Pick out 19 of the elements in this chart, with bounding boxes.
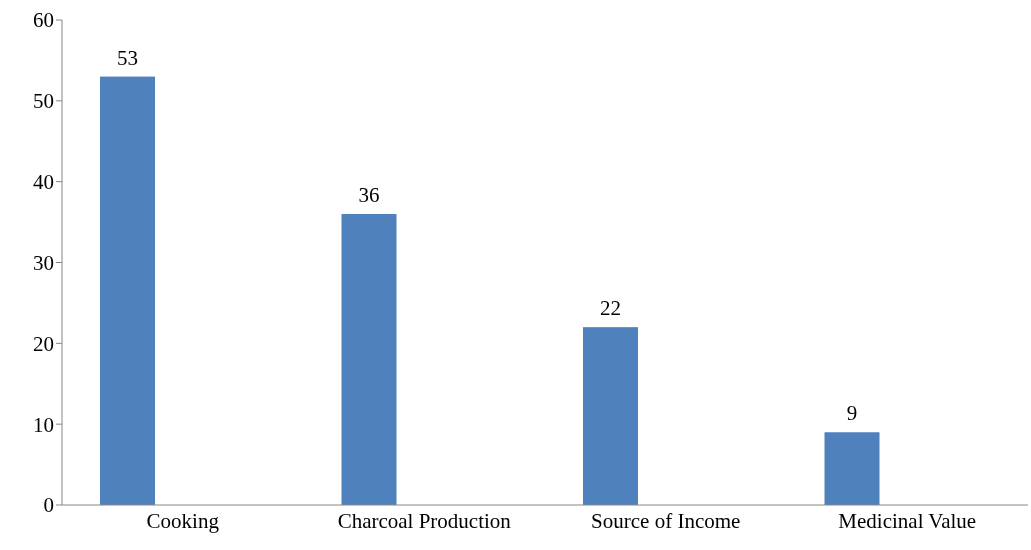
data-label: 36 (358, 183, 380, 207)
y-tick-label: 60 (33, 8, 54, 33)
data-label: 9 (846, 401, 858, 426)
y-tick-label: 10 (33, 412, 54, 437)
y-tick-label: 20 (33, 331, 54, 356)
bar (824, 432, 880, 505)
x-tick-label: Medicinal Value (838, 508, 977, 533)
y-tick-label: 50 (33, 89, 54, 114)
data-label: 22 (600, 296, 621, 321)
x-tick-label: Cooking (146, 508, 220, 533)
bar (341, 214, 397, 505)
y-tick-label: 0 (43, 493, 54, 518)
x-tick-label: Source of Income (591, 508, 741, 533)
data-label: 53 (117, 45, 138, 70)
y-tick-label: 40 (33, 170, 54, 195)
bar (100, 76, 155, 505)
y-tick-label: 30 (33, 250, 54, 275)
x-tick-label: Charcoal Production (337, 508, 512, 533)
bar (583, 327, 638, 505)
